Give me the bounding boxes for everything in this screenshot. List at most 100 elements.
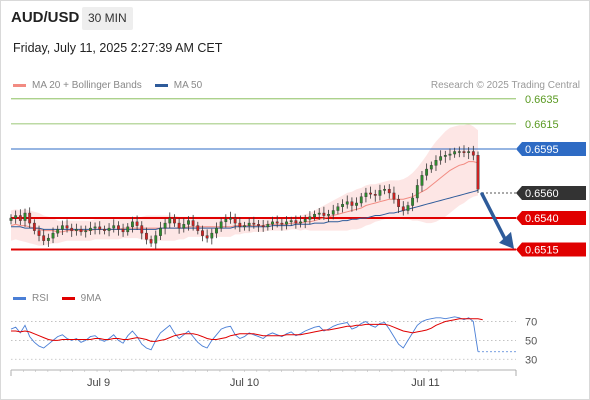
candle-body: [140, 225, 144, 234]
candle-body: [420, 175, 424, 186]
candle-body: [28, 212, 32, 224]
candle-body: [434, 160, 438, 166]
rsi-line: [10, 316, 479, 352]
candle-body: [159, 227, 162, 236]
candle-body: [9, 217, 13, 221]
x-tick-label-Jul-11: Jul 11: [411, 377, 440, 389]
legend-label-9ma: 9MA: [80, 293, 102, 304]
bollinger-band: [11, 123, 478, 246]
candle-body: [392, 192, 396, 200]
candle-body: [154, 235, 158, 244]
price-label-0.6515: 0.6515: [525, 244, 559, 256]
candle-body: [79, 229, 83, 233]
candle-body: [289, 220, 293, 223]
candle-body: [145, 232, 148, 240]
legend-swatch-ma20: [13, 84, 26, 87]
legend-label-ma50: MA 50: [173, 80, 203, 91]
candle-body: [88, 227, 92, 231]
candle-body: [336, 206, 340, 211]
candle-body: [257, 224, 260, 226]
candle-body: [387, 188, 391, 194]
legend-item-ma20: MA 20 + Bollinger Bands: [13, 80, 142, 91]
candle-body: [93, 226, 97, 229]
price-tag-0.6635[interactable]: 0.6635: [525, 94, 559, 106]
candle-body: [397, 199, 401, 207]
candle-body: [345, 201, 349, 205]
candle-body: [355, 202, 358, 206]
candle-body: [42, 235, 46, 241]
candle-body: [359, 196, 363, 204]
candle-body: [23, 212, 27, 221]
candle-body: [37, 230, 41, 236]
candle-body: [56, 229, 60, 234]
forecast-arrow-icon: [499, 231, 514, 249]
candle-body: [411, 197, 415, 206]
candle-body: [84, 230, 88, 233]
candle-body: [182, 224, 186, 229]
candle-body: [107, 227, 111, 231]
candle-body: [173, 217, 176, 224]
price-tag-bg: [516, 211, 586, 226]
symbol-title: AUD/USD: [11, 9, 80, 26]
rsi-tick-label: 50: [525, 335, 537, 347]
candle-body: [229, 217, 232, 220]
legend-swatch-9ma: [61, 297, 75, 300]
price-tag-bg: [516, 185, 586, 200]
candle-body: [453, 151, 457, 155]
price-tag-0.6540[interactable]: 0.6540: [516, 211, 586, 226]
candle-body: [341, 204, 344, 207]
candle-body: [294, 220, 298, 224]
candle-body: [280, 222, 284, 225]
candle-body: [196, 225, 200, 231]
candle-body: [331, 210, 335, 215]
candle-body: [308, 216, 312, 220]
candle-body: [252, 222, 256, 225]
legend-swatch-ma50: [154, 84, 168, 87]
candle-body: [462, 151, 466, 153]
candle-body: [191, 220, 195, 226]
price-tag-0.6515[interactable]: 0.6515: [516, 242, 586, 257]
legend-label-ma20: MA 20 + Bollinger Bands: [32, 80, 142, 91]
candle-body: [471, 151, 475, 156]
candle-body: [210, 232, 214, 239]
candle-body: [299, 221, 302, 224]
candle-body: [112, 225, 116, 229]
candle-body: [327, 214, 330, 216]
candle-body: [448, 153, 452, 156]
candle-body: [219, 221, 223, 229]
candle-body: [70, 227, 74, 231]
rsi-legend: RSI 9MA: [13, 293, 114, 304]
copyright-text: Research © 2025 Trading Central: [430, 80, 580, 91]
price-tag-bg: [516, 242, 586, 257]
candle-body: [51, 232, 55, 239]
candle-body: [322, 212, 326, 216]
x-tick-label-Jul-10: Jul 10: [230, 377, 259, 389]
candle-body: [215, 227, 218, 234]
price-tag-0.6595[interactable]: 0.6595: [516, 142, 586, 157]
candle-body: [285, 221, 288, 225]
candle-body: [18, 215, 22, 221]
candle-body: [205, 235, 209, 239]
legend-item-ma50: MA 50: [154, 80, 203, 91]
candle-body: [369, 192, 372, 195]
candle-body: [275, 221, 279, 224]
price-label-0.6615: 0.6615: [525, 119, 559, 131]
candle-body: [443, 155, 447, 157]
candle-body: [117, 225, 120, 230]
timestamp: Friday, July 11, 2025 2:27:39 AM CET: [13, 41, 223, 55]
candle-body: [425, 168, 429, 176]
candle-body: [187, 220, 190, 225]
candle-body: [233, 217, 237, 224]
price-tag-0.6615[interactable]: 0.6615: [525, 119, 559, 131]
price-tag-0.6560[interactable]: 0.6560: [516, 185, 586, 200]
candle-body: [247, 222, 251, 226]
legend-label-rsi: RSI: [32, 293, 49, 304]
candle-body: [14, 215, 18, 219]
timeframe-badge[interactable]: 30 MIN: [82, 7, 133, 30]
legend-swatch-rsi: [13, 297, 26, 300]
candle-body: [126, 226, 130, 233]
candle-body: [65, 225, 69, 229]
candle-body: [121, 229, 125, 233]
legend-item-rsi: RSI: [13, 293, 49, 304]
